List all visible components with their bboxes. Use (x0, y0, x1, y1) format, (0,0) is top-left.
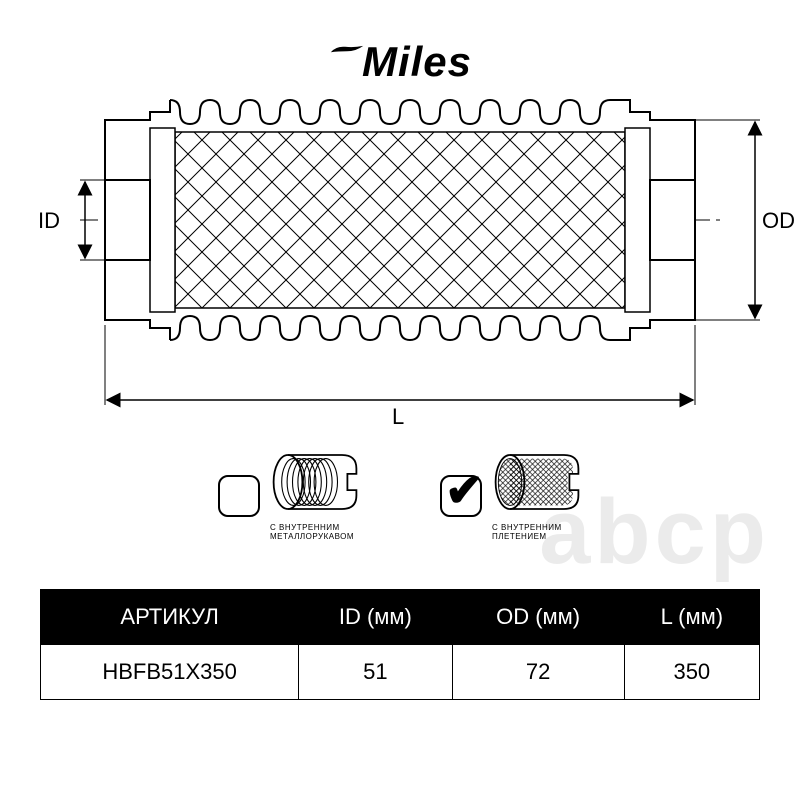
option-metal-sleeve: С ВНУТРЕННИМ МЕТАЛЛОРУКАВОМ (218, 450, 360, 541)
sleeve-mesh-icon (492, 450, 582, 514)
table-row: HBFB51X350 51 72 350 (41, 645, 760, 700)
spec-table: АРТИКУЛ ID (мм) OD (мм) L (мм) HBFB51X35… (40, 589, 760, 700)
th-id: ID (мм) (299, 590, 452, 645)
td-od: 72 (452, 645, 624, 700)
th-od: OD (мм) (452, 590, 624, 645)
option-caption-1: С ВНУТРЕННИМ МЕТАЛЛОРУКАВОМ (270, 523, 360, 541)
td-id: 51 (299, 645, 452, 700)
th-article: АРТИКУЛ (41, 590, 299, 645)
dim-label-id: ID (38, 208, 60, 234)
option-caption-2: С ВНУТРЕННИМ ПЛЕТЕНИЕМ (492, 523, 582, 541)
option-inner-braid: С ВНУТРЕННИМ ПЛЕТЕНИЕМ (440, 450, 582, 541)
dim-label-l: L (392, 404, 404, 430)
th-l: L (мм) (624, 590, 759, 645)
brand-swoosh-icon (328, 10, 366, 19)
checkbox-inner-braid[interactable] (440, 475, 482, 517)
checkbox-metal-sleeve[interactable] (218, 475, 260, 517)
liner-options: С ВНУТРЕННИМ МЕТАЛЛОРУКАВОМ (20, 450, 780, 541)
sleeve-rings-icon (270, 450, 360, 514)
td-l: 350 (624, 645, 759, 700)
technical-diagram: ID OD L (20, 70, 780, 430)
brand-logo: Miles (20, 10, 780, 70)
td-article: HBFB51X350 (41, 645, 299, 700)
dim-label-od: OD (762, 208, 795, 234)
